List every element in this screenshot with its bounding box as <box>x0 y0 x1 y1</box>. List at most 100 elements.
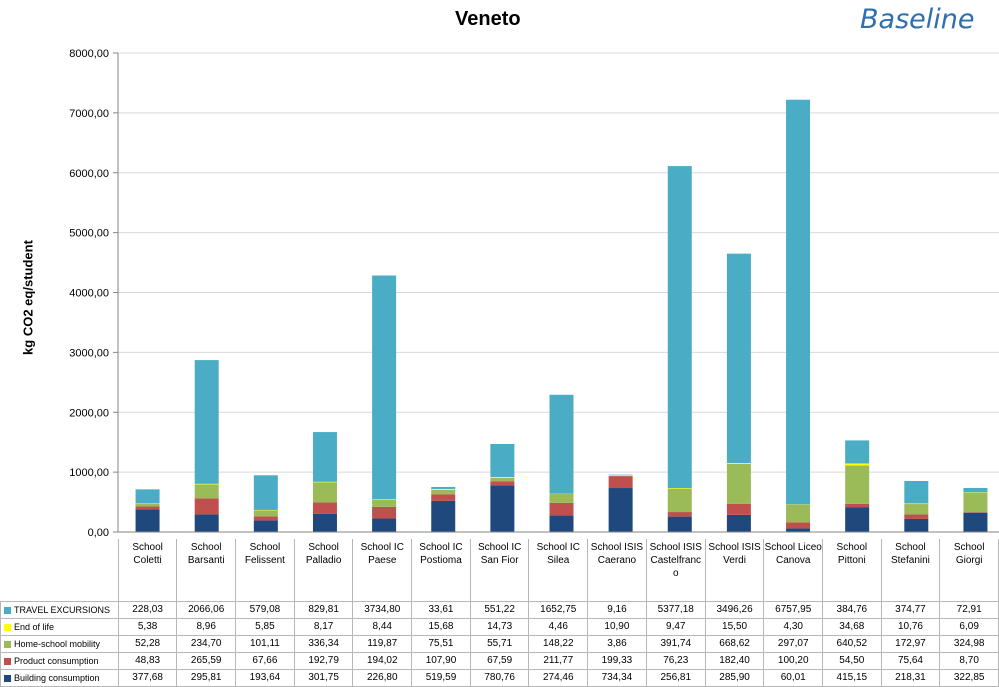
data-label: 9,47 <box>646 619 705 636</box>
data-label: 148,22 <box>529 636 588 653</box>
bar-segment <box>372 499 396 500</box>
category-label: School ISIS Verdi <box>705 539 764 602</box>
legend-swatch <box>4 641 11 648</box>
category-label: School Barsanti <box>177 539 236 602</box>
bar-segment <box>490 444 514 477</box>
bar-segment <box>609 475 633 476</box>
bar-segment <box>786 100 810 505</box>
data-label: 55,71 <box>470 636 529 653</box>
bar-stack <box>136 489 160 532</box>
y-tick-label: 1000,00 <box>69 467 109 479</box>
y-tick-label: 3000,00 <box>69 347 109 359</box>
data-label: 780,76 <box>470 670 529 687</box>
bar-segment <box>313 432 337 482</box>
bar-segment <box>963 493 987 512</box>
bar-segment <box>254 510 278 516</box>
data-label: 193,64 <box>236 670 295 687</box>
data-label: 8,70 <box>940 653 999 670</box>
data-label: 10,76 <box>881 619 940 636</box>
data-label: 52,28 <box>118 636 177 653</box>
plot-area: 0,001000,002000,003000,004000,005000,006… <box>0 0 999 540</box>
bar-segment <box>372 507 396 519</box>
bar-segment <box>668 488 692 489</box>
data-label: 34,68 <box>823 619 882 636</box>
bar-segment <box>845 466 869 504</box>
bar-stack <box>372 275 396 532</box>
bar-segment <box>431 490 455 495</box>
bar-stack <box>668 166 692 532</box>
bar-segment <box>490 478 514 481</box>
bar-segment <box>727 463 751 464</box>
bar-stack <box>609 475 633 532</box>
data-label: 4,46 <box>529 619 588 636</box>
bar-segment <box>136 489 160 503</box>
data-label: 256,81 <box>646 670 705 687</box>
bar-segment <box>372 275 396 499</box>
series-name: End of life <box>14 622 54 632</box>
bar-segment <box>845 507 869 532</box>
data-label: 8,96 <box>177 619 236 636</box>
data-label: 33,61 <box>412 602 471 619</box>
bar-segment <box>431 494 455 500</box>
bar-stack <box>845 440 869 532</box>
data-label: 10,90 <box>588 619 647 636</box>
data-label: 265,59 <box>177 653 236 670</box>
data-label: 15,50 <box>705 619 764 636</box>
legend-entry: Home-school mobility <box>1 636 119 653</box>
data-label: 377,68 <box>118 670 177 687</box>
bar-segment <box>845 504 869 507</box>
bar-segment <box>254 475 278 510</box>
bar-segment <box>313 502 337 514</box>
bar-segment <box>727 254 751 463</box>
data-label: 3734,80 <box>353 602 412 619</box>
bar-segment <box>313 514 337 532</box>
data-label: 5,38 <box>118 619 177 636</box>
bar-segment <box>904 514 928 519</box>
data-label: 107,90 <box>412 653 471 670</box>
data-label: 9,16 <box>588 602 647 619</box>
category-label: School Giorgi <box>940 539 999 602</box>
bar-stacks <box>136 100 988 532</box>
y-tick-label: 2000,00 <box>69 407 109 419</box>
bar-segment <box>254 516 278 520</box>
series-name: TRAVEL EXCURSIONS <box>14 605 110 615</box>
data-label: 211,77 <box>529 653 588 670</box>
data-label: 519,59 <box>412 670 471 687</box>
data-label: 3,86 <box>588 636 647 653</box>
data-label: 322,85 <box>940 670 999 687</box>
data-label: 336,34 <box>294 636 353 653</box>
series-name: Building consumption <box>14 673 100 683</box>
data-label: 579,08 <box>236 602 295 619</box>
data-label: 297,07 <box>764 636 823 653</box>
bar-segment <box>845 463 869 465</box>
series-name: Product consumption <box>14 656 99 666</box>
bar-stack <box>786 100 810 532</box>
data-label: 734,34 <box>588 670 647 687</box>
bar-segment <box>904 519 928 532</box>
data-label: 6,09 <box>940 619 999 636</box>
legend-entry: Product consumption <box>1 653 119 670</box>
bar-segment <box>550 503 574 516</box>
bar-segment <box>904 481 928 503</box>
data-label: 4,30 <box>764 619 823 636</box>
bar-segment <box>609 476 633 488</box>
data-label: 101,11 <box>236 636 295 653</box>
data-label: 100,20 <box>764 653 823 670</box>
bar-segment <box>195 484 219 498</box>
data-label: 75,51 <box>412 636 471 653</box>
bar-segment <box>668 489 692 512</box>
series-name: Home-school mobility <box>14 639 100 649</box>
category-label: School IC Paese <box>353 539 412 602</box>
category-label: School Palladio <box>294 539 353 602</box>
bar-segment <box>845 440 869 463</box>
y-tick-label: 6000,00 <box>69 168 109 180</box>
data-label: 391,74 <box>646 636 705 653</box>
legend-swatch <box>4 658 11 665</box>
bar-segment <box>727 515 751 532</box>
bar-segment <box>136 506 160 509</box>
bar-segment <box>963 512 987 513</box>
data-label: 218,31 <box>881 670 940 687</box>
